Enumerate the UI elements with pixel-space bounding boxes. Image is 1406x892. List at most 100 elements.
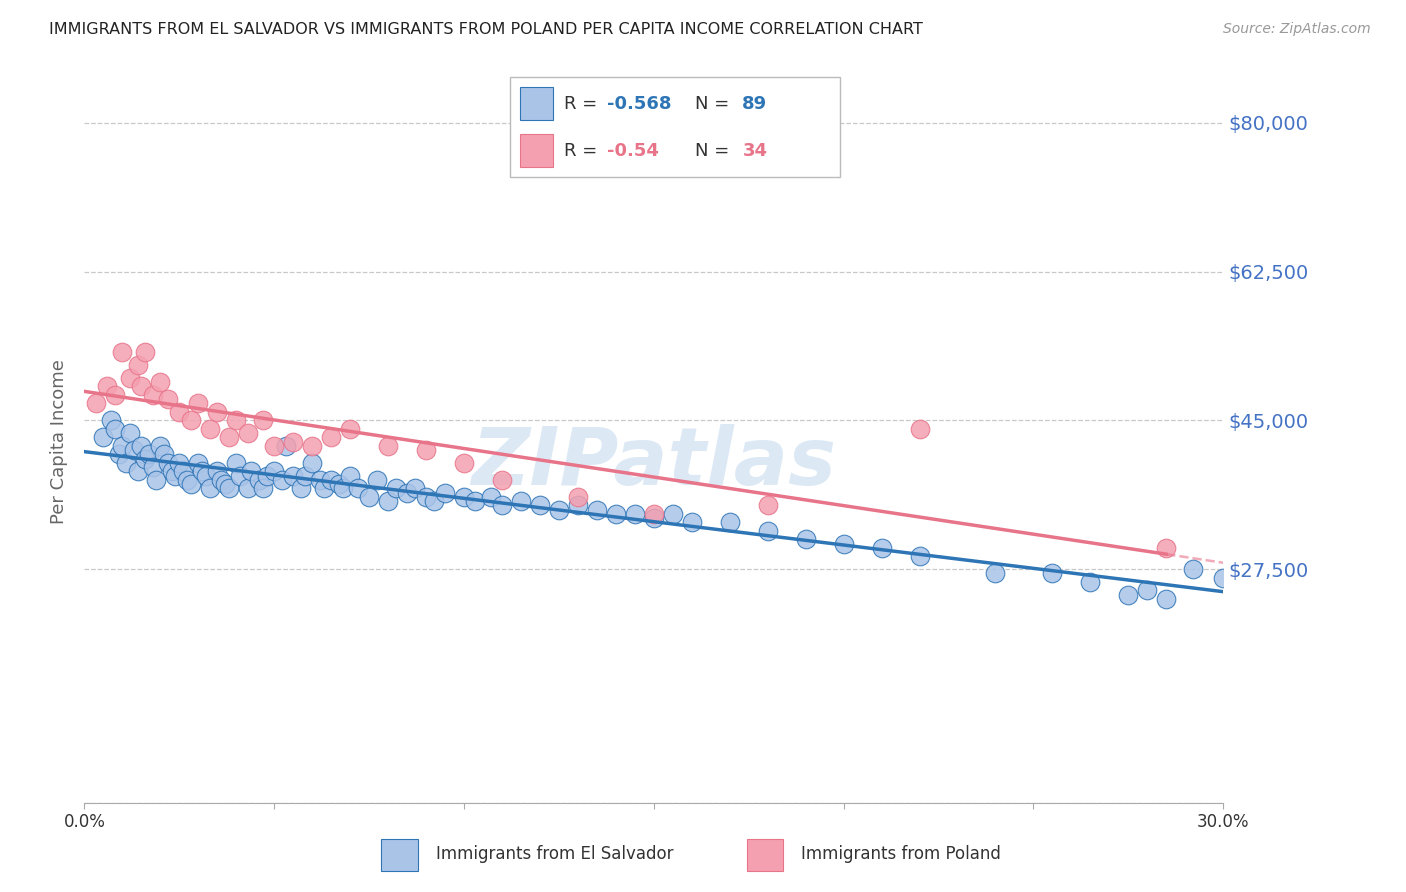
Point: [643, 511, 665, 525]
Point: [321, 473, 343, 487]
Point: [127, 464, 149, 478]
Point: [510, 494, 533, 508]
Point: [1156, 591, 1178, 606]
Point: [1136, 583, 1159, 598]
Point: [165, 468, 187, 483]
Point: [138, 447, 160, 461]
Point: [1118, 588, 1140, 602]
Point: [236, 481, 259, 495]
Point: [96, 379, 118, 393]
Point: [252, 481, 274, 495]
Point: [160, 464, 183, 478]
Point: [479, 490, 502, 504]
Point: [586, 502, 609, 516]
Point: [134, 451, 156, 466]
Point: [131, 379, 153, 393]
Point: [176, 473, 198, 487]
FancyBboxPatch shape: [520, 87, 554, 120]
Point: [187, 456, 209, 470]
Point: [718, 516, 741, 530]
Point: [122, 443, 145, 458]
Text: Immigrants from El Salvador: Immigrants from El Salvador: [436, 845, 673, 863]
Text: N =: N =: [695, 142, 735, 160]
Point: [404, 481, 426, 495]
Point: [240, 464, 263, 478]
Point: [225, 413, 247, 427]
Text: N =: N =: [695, 95, 735, 112]
Point: [127, 358, 149, 372]
Text: -0.568: -0.568: [607, 95, 672, 112]
Point: [191, 464, 214, 478]
Point: [247, 473, 270, 487]
Point: [756, 498, 779, 512]
Point: [384, 481, 406, 495]
Point: [377, 439, 399, 453]
Point: [396, 485, 419, 500]
Point: [377, 494, 399, 508]
Point: [328, 477, 350, 491]
Point: [207, 405, 229, 419]
Text: -0.54: -0.54: [607, 142, 659, 160]
Point: [464, 494, 486, 508]
Point: [339, 468, 361, 483]
Point: [104, 388, 127, 402]
Point: [107, 447, 129, 461]
Text: 34: 34: [742, 142, 768, 160]
Point: [187, 396, 209, 410]
Point: [218, 481, 240, 495]
Point: [529, 498, 551, 512]
Point: [229, 468, 252, 483]
Point: [283, 468, 305, 483]
Text: 89: 89: [742, 95, 768, 112]
Point: [270, 473, 292, 487]
Point: [153, 447, 176, 461]
Point: [93, 430, 115, 444]
Point: [434, 485, 457, 500]
Point: [1212, 570, 1234, 584]
Point: [142, 460, 165, 475]
Point: [172, 464, 194, 478]
Point: [274, 439, 297, 453]
Point: [236, 425, 259, 440]
FancyBboxPatch shape: [747, 839, 783, 871]
Point: [218, 430, 240, 444]
Point: [149, 439, 172, 453]
Point: [908, 422, 931, 436]
FancyBboxPatch shape: [381, 839, 418, 871]
Point: [283, 434, 305, 449]
Point: [301, 439, 323, 453]
Point: [312, 481, 335, 495]
Point: [111, 345, 134, 359]
Point: [156, 456, 179, 470]
Text: Source: ZipAtlas.com: Source: ZipAtlas.com: [1223, 22, 1371, 37]
Point: [84, 396, 107, 410]
Point: [321, 430, 343, 444]
Point: [870, 541, 893, 555]
Point: [198, 422, 221, 436]
Point: [256, 468, 278, 483]
Point: [118, 371, 141, 385]
Point: [366, 473, 388, 487]
Point: [359, 490, 381, 504]
Point: [567, 498, 589, 512]
Point: [131, 439, 153, 453]
Point: [225, 456, 247, 470]
Point: [662, 507, 685, 521]
Point: [415, 443, 437, 458]
Y-axis label: Per Capita Income: Per Capita Income: [49, 359, 67, 524]
Point: [169, 456, 191, 470]
Point: [1156, 541, 1178, 555]
Point: [422, 494, 444, 508]
Point: [491, 498, 513, 512]
Point: [104, 422, 127, 436]
Point: [118, 425, 141, 440]
Point: [149, 375, 172, 389]
Point: [209, 473, 232, 487]
Point: [346, 481, 368, 495]
Point: [214, 477, 236, 491]
Point: [180, 477, 202, 491]
Point: [290, 481, 312, 495]
Point: [832, 536, 855, 550]
Point: [1080, 574, 1102, 589]
Point: [643, 507, 665, 521]
